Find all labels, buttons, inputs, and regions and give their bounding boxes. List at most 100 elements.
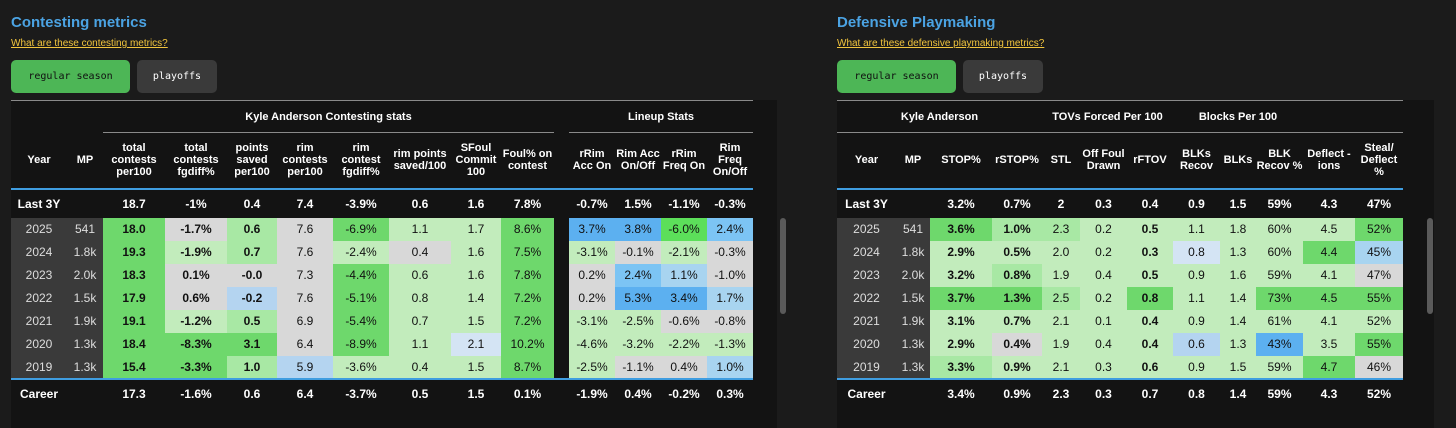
stat-cell: 47% <box>1355 187 1403 218</box>
stat-cell: 7.4 <box>277 187 333 218</box>
column-header[interactable]: Deflect -ions <box>1303 132 1355 189</box>
column-header[interactable]: rRim Freq On <box>661 132 707 189</box>
column-header[interactable]: STL <box>1042 132 1080 189</box>
column-header[interactable]: STOP% <box>930 132 992 189</box>
stat-cell: 0.6% <box>165 286 227 310</box>
column-header[interactable]: rFTOV <box>1127 132 1173 189</box>
stat-cell: 7.8% <box>501 187 554 218</box>
stat-cell: 1.1% <box>661 263 707 287</box>
stat-cell: 2.4% <box>707 217 753 241</box>
stat-cell: 7.6 <box>277 286 333 310</box>
column-header[interactable]: Rim Freq On/Off <box>707 132 753 189</box>
regular-season-button[interactable]: regular season <box>11 60 130 93</box>
stat-cell: 4.3 <box>1303 377 1355 408</box>
stat-cell: 0.4 <box>227 187 277 218</box>
table-row[interactable]: 2021 1.9k 19.1 -1.2% 0.5 6.9 -5.4% 0.7 1.5 7.2% -3… <box>11 309 753 333</box>
table-row[interactable]: 2019 1.3k 15.4 -3.3% 1.0 5.9 -3.6% 0.4 1.5 8.7% -2… <box>11 355 753 379</box>
stat-cell: -1.6% <box>165 377 227 408</box>
table-row[interactable]: 2025 541 3.6% 1.0% 2.3 0.2 0.5 1.1 1.8 60% 4.5 52% <box>837 217 1403 241</box>
column-header[interactable]: rim points saved/100 <box>389 132 451 189</box>
column-header[interactable]: SFoul Commit 100 <box>451 132 501 189</box>
stat-cell: 0.6 <box>389 187 451 218</box>
stat-cell: 0.4% <box>615 377 661 408</box>
stat-cell: -1.3% <box>707 332 753 356</box>
column-header[interactable]: rim contests per100 <box>277 132 333 189</box>
table-row[interactable]: 2019 1.3k 3.3% 0.9% 2.1 0.3 0.6 0.9 1.5 59% 4.7 46% <box>837 355 1403 379</box>
table-row[interactable]: 2021 1.9k 3.1% 0.7% 2.1 0.1 0.4 0.9 1.4 61% 4.1 52% <box>837 309 1403 333</box>
column-header[interactable]: total contests per100 <box>103 132 165 189</box>
vertical-scrollbar[interactable] <box>780 218 786 314</box>
column-header[interactable]: Steal/ Deflect % <box>1355 132 1403 189</box>
stat-cell: 0.5 <box>1127 263 1173 287</box>
column-header[interactable]: Off Foul Drawn <box>1080 132 1127 189</box>
playoffs-button[interactable]: playoffs <box>137 60 217 93</box>
column-header[interactable]: MP <box>67 132 103 189</box>
column-header[interactable]: Year <box>11 132 67 189</box>
vertical-scrollbar[interactable] <box>1427 218 1433 314</box>
stat-cell: 59% <box>1256 187 1303 218</box>
playoffs-button[interactable]: playoffs <box>963 60 1043 93</box>
stat-cell: 60% <box>1256 240 1303 264</box>
stat-cell: 2 <box>1042 187 1080 218</box>
contesting-table-container[interactable]: Kyle Anderson Contesting stats Lineup St… <box>11 100 777 428</box>
metrics-help-link[interactable]: What are these defensive playmaking metr… <box>837 38 1045 49</box>
column-header[interactable]: rSTOP% <box>992 132 1042 189</box>
table-row[interactable]: 2022 1.5k 3.7% 1.3% 2.5 0.2 0.8 1.1 1.4 73% 4.5 55% <box>837 286 1403 310</box>
stat-cell: -0.3% <box>707 187 753 218</box>
year-cell: 2020 <box>837 332 896 356</box>
table-row[interactable]: 2020 1.3k 18.4 -8.3% 3.1 6.4 -8.9% 1.1 2.1 10.2% -… <box>11 332 753 356</box>
column-header[interactable]: Rim Acc On/Off <box>615 132 661 189</box>
stat-cell: 18.4 <box>103 332 165 356</box>
table-row[interactable]: 2025 541 18.0 -1.7% 0.6 7.6 -6.9% 1.1 1.7 8.6% 3.7… <box>11 217 753 241</box>
column-header[interactable]: total contests fgdiff% <box>165 132 227 189</box>
stat-cell: -1.1% <box>661 187 707 218</box>
metrics-help-link[interactable]: What are these contesting metrics? <box>11 38 168 49</box>
row-label: Career <box>837 377 896 408</box>
last-3y-row: Last 3Y 3.2% 0.7% 2 0.3 0.4 0.9 1.5 59% 4.3 47% <box>837 187 1403 218</box>
stat-cell: 1.3% <box>992 286 1042 310</box>
year-cell: 2025 <box>11 217 67 241</box>
stat-cell: 6.4 <box>277 377 333 408</box>
stat-cell: 6.9 <box>277 309 333 333</box>
group-header-blank <box>11 100 103 133</box>
column-header[interactable]: Foul% on contest <box>501 132 554 189</box>
table-row[interactable]: 2020 1.3k 2.9% 0.4% 1.9 0.4 0.4 0.6 1.3 43% 3.5 55% <box>837 332 1403 356</box>
column-header[interactable]: Year <box>837 132 896 189</box>
minutes-cell: 1.3k <box>67 332 103 356</box>
column-header[interactable]: BLK Recov % <box>1256 132 1303 189</box>
stat-cell: -2.2% <box>661 332 707 356</box>
playmaking-table-container[interactable]: Kyle Anderson TOVs Forced Per 100 Blocks… <box>837 100 1434 428</box>
stat-cell: 8.6% <box>501 217 554 241</box>
year-cell: 2022 <box>11 286 67 310</box>
table-row[interactable]: 2024 1.8k 2.9% 0.5% 2.0 0.2 0.3 0.8 1.3 60% 4.4 45% <box>837 240 1403 264</box>
stat-cell: 0.4 <box>1127 309 1173 333</box>
table-row[interactable]: 2023 2.0k 3.2% 0.8% 1.9 0.4 0.5 0.9 1.6 59% 4.1 47% <box>837 263 1403 287</box>
column-header[interactable]: MP <box>896 132 930 189</box>
minutes-cell: 1.3k <box>67 355 103 379</box>
column-header[interactable]: rRim Acc On <box>569 132 615 189</box>
stat-cell: 1.1 <box>389 217 451 241</box>
stat-cell: 3.7% <box>930 286 992 310</box>
minutes-cell: 1.9k <box>896 309 930 333</box>
minutes-cell: 1.5k <box>896 286 930 310</box>
stat-cell: 0.8 <box>1173 377 1220 408</box>
table-row[interactable]: 2022 1.5k 17.9 0.6% -0.2 7.6 -5.1% 0.8 1.4 7.2% 0.… <box>11 286 753 310</box>
column-header[interactable]: BLKs Recov <box>1173 132 1220 189</box>
stat-cell: 17.3 <box>103 377 165 408</box>
column-header[interactable]: BLKs <box>1220 132 1256 189</box>
stat-cell: 46% <box>1355 355 1403 379</box>
table-row[interactable]: 2024 1.8k 19.3 -1.9% 0.7 7.6 -2.4% 0.4 1.6 7.5% -3… <box>11 240 753 264</box>
career-row: Career 3.4% 0.9% 2.3 0.3 0.7 0.8 1.4 59% 4.3 52% <box>837 377 1403 408</box>
table-row[interactable]: 2023 2.0k 18.3 0.1% -0.0 7.3 -4.4% 0.6 1.6 7.8% 0.… <box>11 263 753 287</box>
stat-cell: 1.4 <box>1220 309 1256 333</box>
stat-cell: 0.8 <box>1127 286 1173 310</box>
stat-cell: -0.2% <box>661 377 707 408</box>
stat-cell: 3.5 <box>1303 332 1355 356</box>
column-header[interactable]: points saved per100 <box>227 132 277 189</box>
stat-cell: 1.6 <box>451 240 501 264</box>
stat-cell: 61% <box>1256 309 1303 333</box>
minutes-cell: 541 <box>67 217 103 241</box>
regular-season-button[interactable]: regular season <box>837 60 956 93</box>
column-header[interactable]: rim contest fgdiff% <box>333 132 389 189</box>
stat-cell: 0.3 <box>1080 377 1127 408</box>
